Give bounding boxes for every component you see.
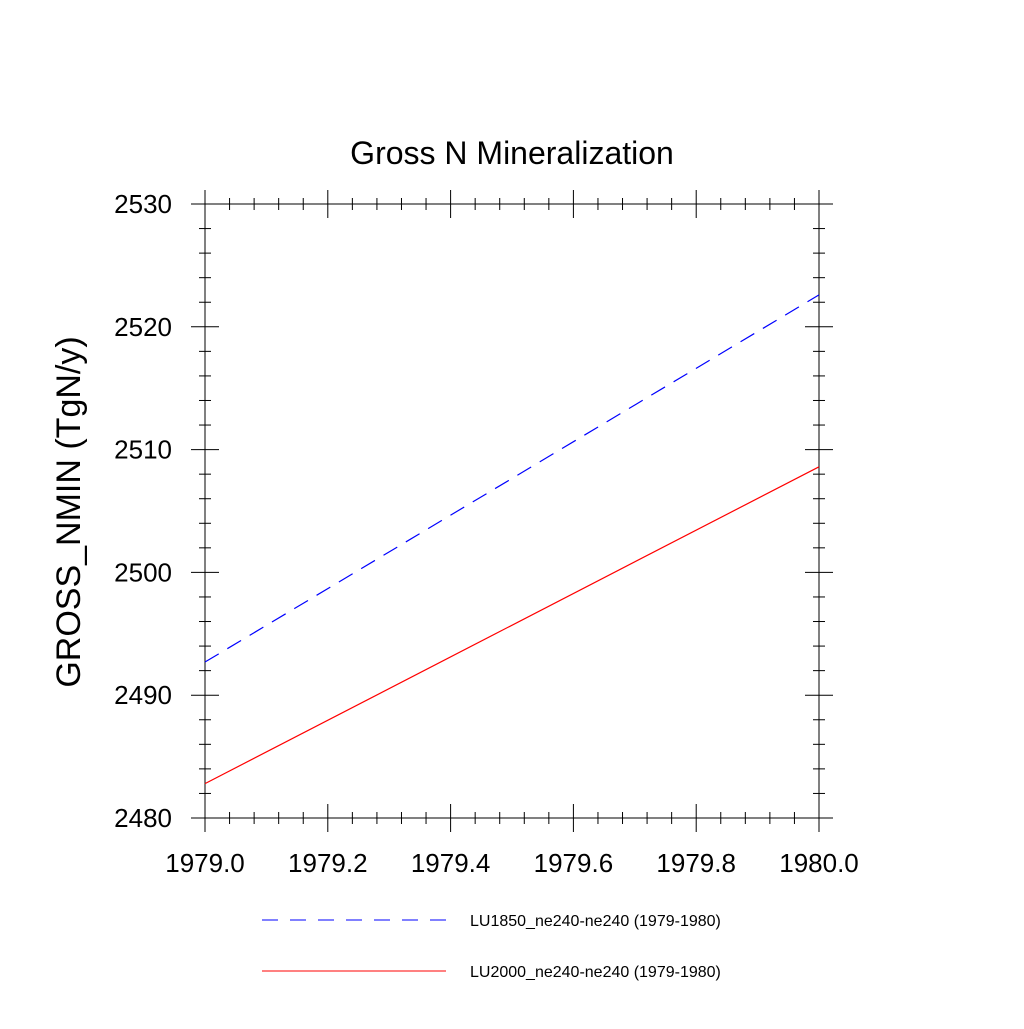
y-tick-label: 2490: [114, 680, 172, 710]
y-tick-label: 2510: [114, 435, 172, 465]
y-axis-label: GROSS_NMIN (TgN/y): [50, 336, 88, 687]
y-tick-label: 2480: [114, 803, 172, 833]
legend-label-2: LU2000_ne240-ne240 (1979-1980): [470, 964, 721, 981]
plot-area: 2480 2490 2500 2510 2520 2530 1979.0 1979.2 1979…: [114, 189, 859, 878]
x-tick-label: 1979.0: [165, 848, 245, 878]
legend: LU1850_ne240-ne240 (1979-1980) LU2000_ne2…: [262, 913, 721, 981]
series-line-1: [204, 294, 820, 663]
x-tick-label: 1979.2: [288, 848, 368, 878]
x-tick-label: 1979.4: [411, 848, 491, 878]
plot-frame: [204, 203, 820, 819]
y-tick-label: 2500: [114, 557, 172, 587]
y-tick-label: 2530: [114, 189, 172, 219]
x-tick-label: 1979.8: [656, 848, 736, 878]
x-tick-label: 1979.6: [534, 848, 614, 878]
x-tick-label: 1980.0: [779, 848, 859, 878]
chart-title: Gross N Mineralization: [350, 135, 674, 171]
series-line-2: [204, 466, 820, 785]
y-tick-label: 2520: [114, 312, 172, 342]
legend-label-1: LU1850_ne240-ne240 (1979-1980): [470, 913, 721, 930]
